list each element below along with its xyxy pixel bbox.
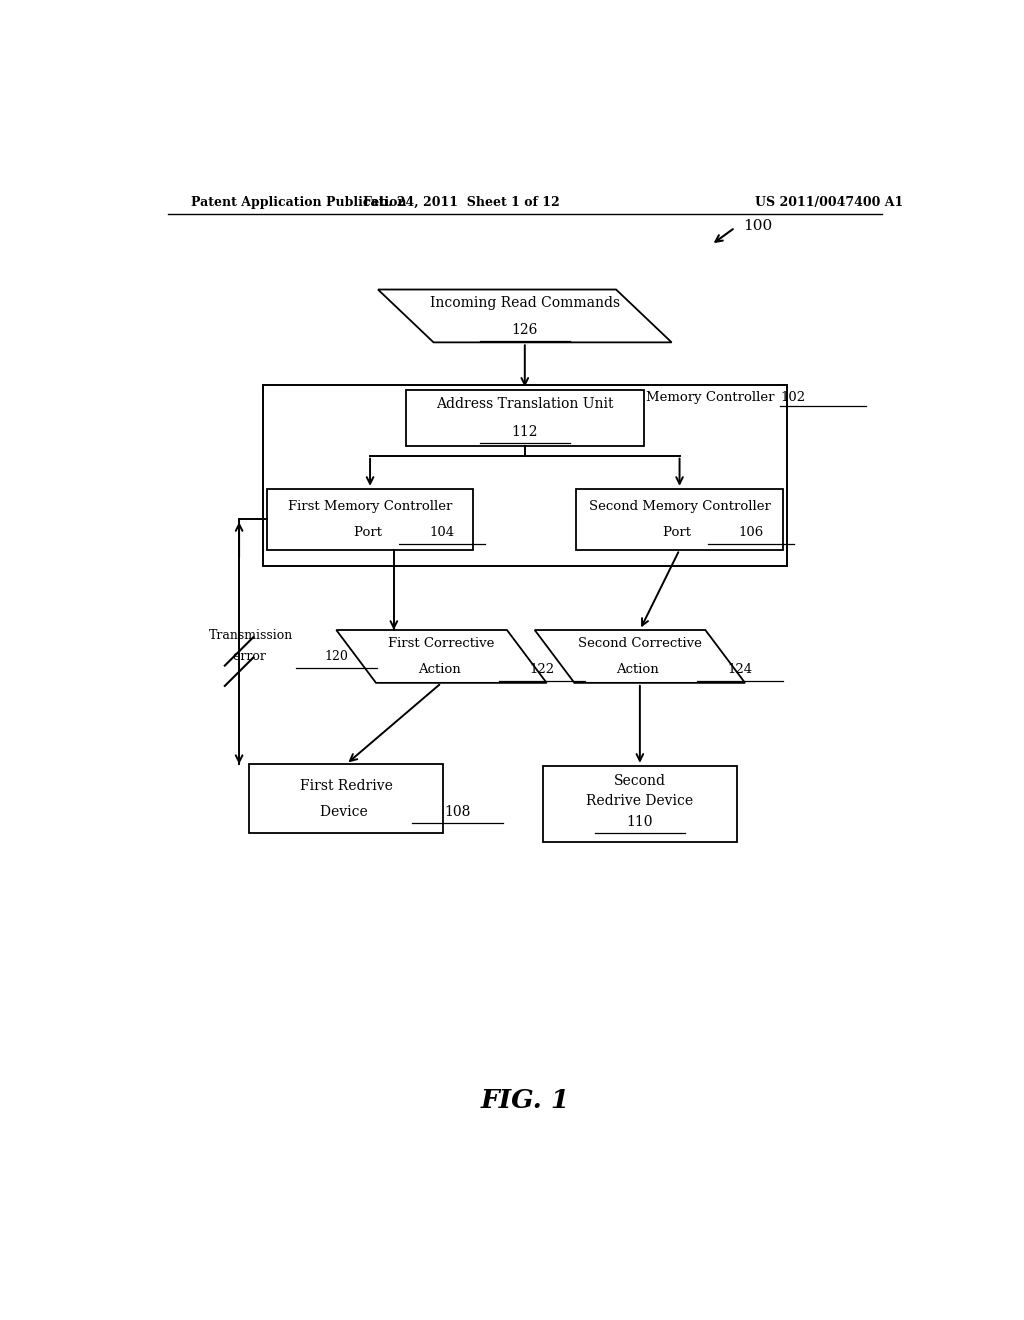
Text: 120: 120 (325, 649, 348, 663)
Text: Device: Device (321, 805, 373, 818)
Polygon shape (336, 630, 547, 682)
Text: FIG. 1: FIG. 1 (480, 1088, 569, 1113)
Polygon shape (535, 630, 745, 682)
Text: Address Translation Unit: Address Translation Unit (436, 397, 613, 412)
Text: 108: 108 (444, 805, 471, 818)
Text: 126: 126 (512, 323, 538, 337)
Bar (406, 389, 644, 446)
Text: Second Corrective: Second Corrective (578, 636, 701, 649)
Polygon shape (378, 289, 672, 342)
Text: 110: 110 (627, 816, 653, 829)
Text: Transmission: Transmission (209, 628, 293, 642)
Text: 112: 112 (512, 425, 538, 438)
Text: First Memory Controller: First Memory Controller (288, 499, 453, 512)
Text: Feb. 24, 2011  Sheet 1 of 12: Feb. 24, 2011 Sheet 1 of 12 (362, 195, 560, 209)
Text: 106: 106 (738, 525, 764, 539)
Bar (249, 764, 443, 833)
Text: Port: Port (664, 525, 695, 539)
Text: Second Memory Controller: Second Memory Controller (589, 499, 770, 512)
Text: error: error (232, 649, 269, 663)
Text: First Corrective: First Corrective (388, 636, 495, 649)
Text: Incoming Read Commands: Incoming Read Commands (430, 296, 620, 310)
Text: Redrive Device: Redrive Device (587, 793, 693, 808)
Text: 102: 102 (780, 391, 806, 404)
Bar (263, 385, 786, 566)
Text: Second: Second (613, 775, 666, 788)
Text: 104: 104 (429, 525, 455, 539)
Bar (577, 488, 782, 549)
Text: First Redrive: First Redrive (300, 779, 392, 792)
Text: Memory Controller: Memory Controller (646, 391, 779, 404)
Bar (543, 766, 737, 842)
Text: Patent Application Publication: Patent Application Publication (191, 195, 407, 209)
Text: Action: Action (616, 663, 664, 676)
Text: US 2011/0047400 A1: US 2011/0047400 A1 (755, 195, 903, 209)
Text: 100: 100 (743, 219, 772, 234)
Text: Action: Action (418, 663, 465, 676)
Text: 122: 122 (529, 663, 554, 676)
Bar (267, 488, 473, 549)
Text: 124: 124 (728, 663, 753, 676)
Text: Port: Port (354, 525, 386, 539)
